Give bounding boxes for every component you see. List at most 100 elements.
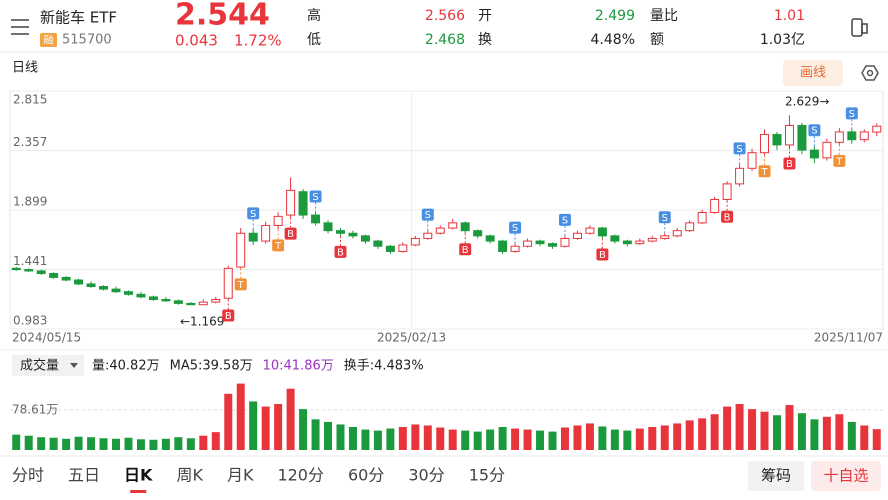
signal-badge [509, 221, 522, 234]
signal-badge [596, 248, 609, 261]
badge-bg [40, 33, 57, 47]
volume-bar [511, 428, 520, 450]
annotation: 2.629→ [785, 95, 829, 109]
volume-bar [448, 429, 457, 450]
quote-value: 1.01 [774, 8, 805, 24]
x-tick-label: 2025/02/13 [377, 331, 446, 345]
tab[interactable]: 60分 [348, 466, 384, 485]
button[interactable] [748, 461, 804, 491]
x-tick-label: 2025/11/07 [814, 331, 883, 345]
volume-bar [623, 430, 632, 450]
candle-body [660, 235, 670, 239]
volume-bar [386, 428, 395, 450]
signal-badge [459, 243, 472, 256]
candle-body [859, 131, 869, 141]
candle-body [672, 230, 682, 237]
volume-stat: MA5:39.58万 [170, 359, 253, 374]
button[interactable] [811, 461, 881, 491]
signal-label: T [237, 280, 245, 291]
volume-bar [773, 415, 781, 450]
signal-badge [845, 107, 858, 120]
dropdown-arrow [70, 363, 78, 368]
signal-badge [234, 278, 247, 291]
tab[interactable]: 五日 [68, 466, 100, 485]
draw-button[interactable] [783, 60, 843, 86]
candle-body [697, 211, 707, 224]
candle-body [423, 232, 433, 239]
volume-bar [261, 406, 270, 450]
candle-body [473, 230, 483, 237]
volume-bar [498, 427, 507, 450]
button-label[interactable]: 十自选 [823, 467, 868, 485]
tab[interactable]: 分时 [12, 466, 44, 485]
candle-body [585, 227, 595, 234]
volume-bar [660, 425, 669, 450]
candle-body [735, 167, 745, 185]
volume-bar [74, 436, 83, 450]
candle-body [86, 283, 96, 288]
volume-title[interactable]: 成交量 [20, 358, 59, 374]
badge: 融 [44, 35, 54, 47]
draw-label[interactable]: 画线 [800, 66, 826, 81]
button-label[interactable]: 筹码 [761, 467, 791, 485]
volume-bar [560, 427, 569, 450]
candle-body [523, 240, 533, 247]
y-tick-label: 1.899 [13, 195, 47, 209]
volume-bar [872, 429, 881, 450]
signal-label: T [274, 241, 282, 252]
menu-icon[interactable] [11, 19, 29, 35]
volume-select[interactable] [12, 355, 84, 376]
volume-bar [436, 427, 445, 450]
volume-bar [336, 424, 345, 450]
tab[interactable]: 30分 [408, 466, 444, 485]
candle-body [99, 286, 109, 290]
quote-label: 开 [478, 8, 492, 24]
volume-bar [112, 438, 120, 450]
y-tick-label: 78.61万 [12, 402, 58, 416]
candle-body [647, 237, 657, 242]
candle-body [460, 222, 470, 232]
volume-stat: 量:40.82万 [92, 359, 160, 374]
candle-body [74, 279, 84, 285]
settings-icon[interactable] [861, 65, 879, 81]
tab[interactable]: 120分 [277, 466, 324, 485]
candle-body [772, 134, 782, 146]
candle-body [49, 273, 59, 278]
signal-label: S [562, 215, 568, 226]
volume-bar [598, 426, 607, 450]
candle-body [360, 235, 370, 242]
volume-bar [12, 434, 21, 450]
candle-body [348, 232, 358, 237]
quote-label: 量比 [650, 8, 678, 24]
candle-body [510, 245, 520, 252]
volume-bar [748, 409, 757, 450]
volume-bar [211, 432, 220, 450]
volume-bar [37, 437, 46, 450]
signal-badge [247, 207, 260, 220]
volume-bar [810, 419, 819, 450]
layout-icon[interactable] [851, 18, 868, 37]
fund-name: 新能车 ETF [40, 9, 117, 27]
candle-body [61, 276, 71, 281]
volume-bar [735, 404, 744, 450]
tab[interactable]: 日K [124, 466, 153, 485]
candle-body [635, 240, 645, 245]
signal-label: B [287, 229, 294, 240]
tab[interactable]: 月K [227, 466, 254, 485]
volume-bar [236, 383, 245, 450]
volume-bar [186, 438, 195, 450]
signal-label: B [724, 212, 731, 223]
y-tick-label: 1.441 [13, 254, 47, 268]
y-tick-label: 2.357 [13, 135, 47, 149]
volume-bar [87, 437, 96, 450]
candle-body [610, 235, 620, 242]
volume-bar [648, 427, 657, 450]
tab[interactable]: 15分 [469, 466, 505, 485]
signal-label: B [337, 247, 344, 258]
price: 2.544 [175, 0, 270, 33]
tab[interactable]: 周K [176, 466, 203, 485]
candle-body [385, 245, 395, 252]
volume-stat: 10:41.86万 [263, 359, 334, 374]
candle-body [261, 224, 271, 242]
volume-bar [423, 425, 432, 450]
